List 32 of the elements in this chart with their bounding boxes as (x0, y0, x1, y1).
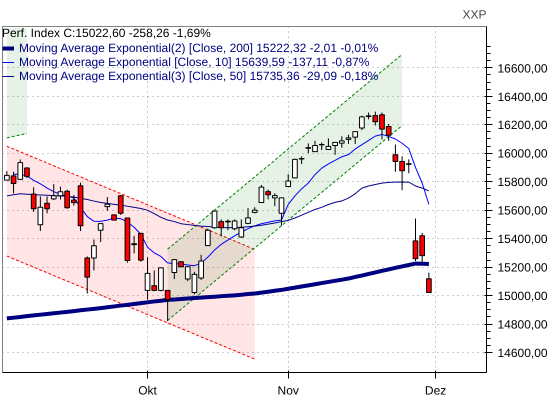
y-tick-label: 16600,00 (498, 61, 548, 76)
line-series (6, 146, 256, 250)
y-tick-label: 15400,00 (498, 232, 548, 246)
x-tick-label: Okt (138, 384, 158, 398)
candlestick (104, 196, 110, 212)
text: XXP (462, 8, 487, 22)
y-tick-label: 15200,00 (498, 260, 548, 275)
candlestick (346, 134, 352, 144)
candlestick (204, 228, 211, 246)
chart-title: Perf. Index C:15022,60 -258,26 -1,69% (2, 26, 212, 40)
x-tick-label: Dez (424, 384, 446, 398)
candlestick (426, 272, 432, 293)
line-series (6, 256, 256, 360)
candlestick (245, 208, 251, 225)
candlestick (285, 174, 292, 188)
legend-label: Moving Average Exponential [Close, 10] 15639,59 -137,11 -0,87% (19, 55, 370, 69)
legend-label: Moving Average Exponential(3) [Close, 50] 15735,36 -29,09 -0,18% (19, 69, 378, 83)
y-tick-label: 14800,00 (498, 318, 548, 332)
y-tick-label: 15800,00 (498, 175, 548, 190)
line-series (4, 262, 431, 320)
y-tick-label: 15000,00 (498, 289, 548, 304)
y-tick-label: 16000,00 (498, 146, 548, 161)
candlestick (118, 194, 124, 216)
x-tick-label: Nov (278, 384, 299, 398)
candlestick (98, 223, 104, 243)
legend-label: Moving Average Exponential(2) [Close, 200] 15222,32 -2,01 -0,01% (19, 41, 378, 55)
y-tick-label: 14600,00 (498, 346, 548, 360)
candlestick (352, 131, 358, 144)
line-series (167, 125, 403, 321)
y-tick-label: 16400,00 (498, 90, 548, 104)
y-tick-label: 15600,00 (498, 204, 548, 218)
y-tick-label: 16200,00 (498, 118, 548, 132)
